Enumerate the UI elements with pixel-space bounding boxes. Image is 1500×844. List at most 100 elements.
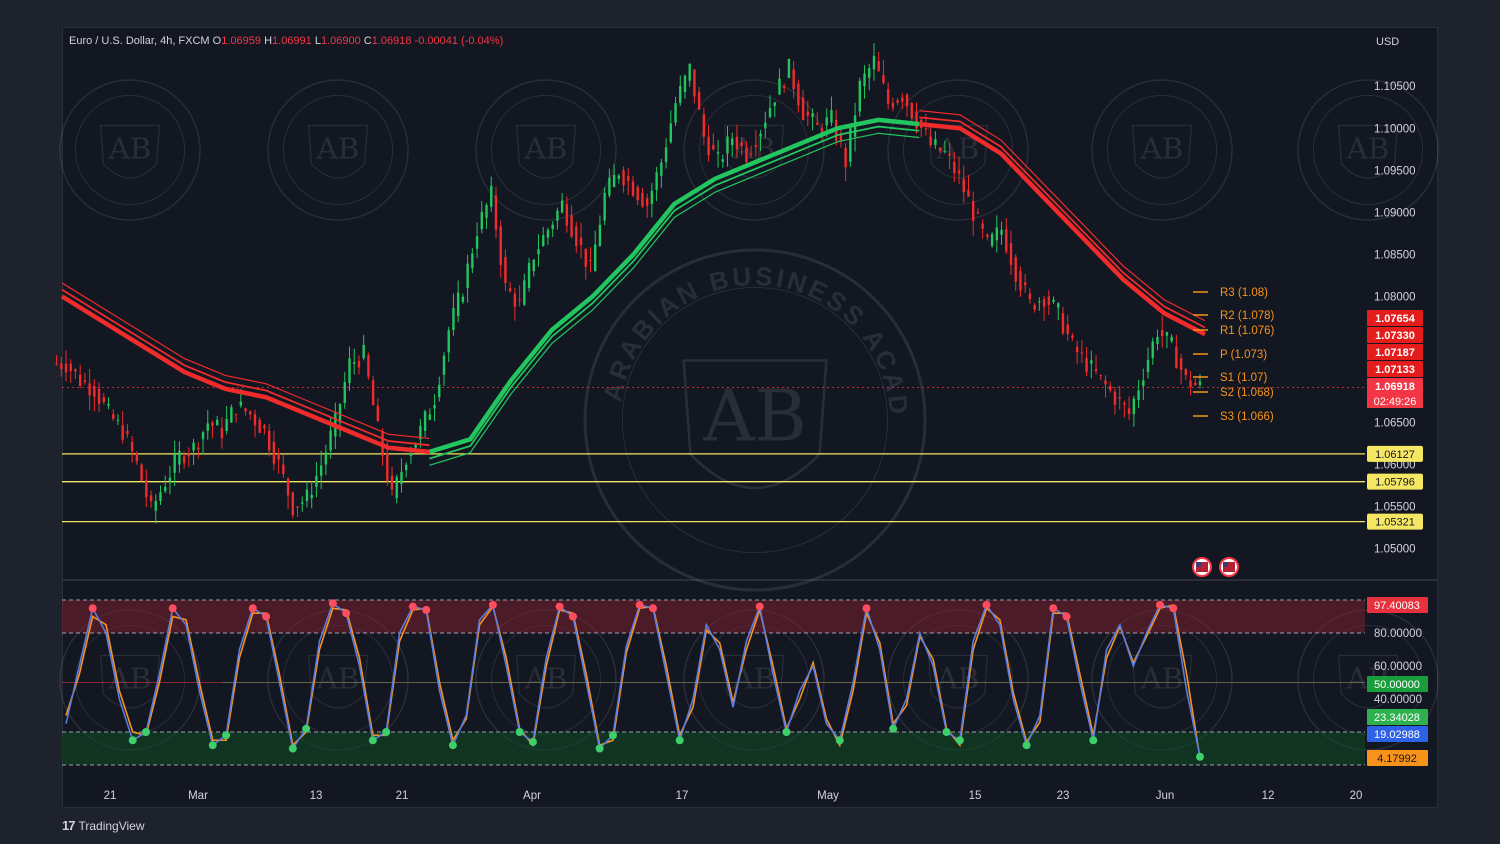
price-tag-0 <box>1367 310 1423 326</box>
candle-body <box>816 122 819 125</box>
candle-body <box>433 405 436 409</box>
candle-body <box>518 299 521 301</box>
candle-body <box>291 492 294 516</box>
support-level-tag-0 <box>1367 445 1423 462</box>
candle-body <box>310 494 313 499</box>
candle-body <box>83 380 87 382</box>
y-tick-label-9: 1.05000 <box>1374 544 1416 556</box>
osc-overbought-dot <box>1169 604 1178 613</box>
candle-body <box>490 185 493 207</box>
candle-body <box>551 224 554 230</box>
candle-body <box>773 102 776 106</box>
pivot-label-4: S1 (1.07) <box>1220 372 1267 384</box>
candle-body <box>641 192 644 207</box>
osc-oversold-dot <box>515 728 524 736</box>
price-tag-3 <box>1367 361 1423 377</box>
candle-body <box>523 280 526 305</box>
osc-value-label-2: 23.34028 <box>1374 712 1420 724</box>
osc-oversold-dot <box>288 744 297 753</box>
tradingview-brand[interactable]: 17 TradingView <box>62 818 145 833</box>
x-tick-label-2: 13 <box>310 790 323 802</box>
candle-body <box>603 192 606 221</box>
watermark-small-11-initials: AB <box>936 661 980 695</box>
candle-body <box>173 454 176 473</box>
watermark-small-0-outer-ring <box>59 79 201 221</box>
candle-body <box>570 215 573 237</box>
candle-body <box>74 369 77 372</box>
pivot-label-6: S3 (1.066) <box>1220 411 1274 423</box>
candle-body <box>1028 293 1032 300</box>
watermark-small-5-inner-ring <box>1106 94 1218 206</box>
candle-body <box>891 103 895 108</box>
candle-body <box>272 442 276 464</box>
candle-body <box>475 236 479 249</box>
candle-body <box>617 175 621 179</box>
candle-body <box>849 127 852 162</box>
candle-body <box>466 263 469 288</box>
candle-body <box>508 287 512 292</box>
watermark-small-0-inner-ring <box>74 94 186 206</box>
candle-body <box>934 139 937 146</box>
candle-body <box>371 380 375 406</box>
candle-body <box>1019 271 1022 291</box>
candle-body <box>1151 341 1154 359</box>
candle-body <box>759 133 762 137</box>
watermark-small-11-shield-icon <box>927 654 989 709</box>
symbol-label[interactable]: Euro / U.S. Dollar, 4h, FXCM <box>69 35 210 47</box>
osc-overbought-dot <box>328 599 337 608</box>
candle-body <box>938 147 942 152</box>
candle-body <box>499 226 502 266</box>
candle-body <box>1094 369 1098 372</box>
candle-body <box>414 442 417 448</box>
open-label: O <box>212 35 222 47</box>
candle-body <box>830 110 833 123</box>
osc-value-label-1: 50.00000 <box>1374 679 1420 691</box>
candle-body <box>631 181 635 196</box>
watermark-small-5-shield-icon <box>1131 124 1193 179</box>
y-tick-label-2: 1.09500 <box>1374 165 1416 177</box>
candle-body <box>863 73 866 87</box>
watermark-small-4-outer-ring <box>887 79 1029 221</box>
candle-body <box>768 108 772 118</box>
candle-body <box>461 296 465 302</box>
candle-body <box>116 419 120 421</box>
candle-body <box>655 172 658 190</box>
candle-body <box>438 384 441 398</box>
osc-oversold-dot <box>1196 752 1204 761</box>
candle-body <box>598 224 602 246</box>
candle-body <box>660 162 663 176</box>
osc-overbought-dot <box>422 605 431 614</box>
candle-body <box>353 362 356 364</box>
change-value: -0.00041 (-0.04%) <box>414 35 504 47</box>
y-tick-label-1: 1.10000 <box>1374 123 1416 135</box>
candle-body <box>1075 346 1079 353</box>
watermark-small-2-shield-icon <box>515 124 577 179</box>
candle-body <box>253 414 257 426</box>
osc-oversold-dot <box>675 736 684 745</box>
candle-body <box>1179 358 1183 370</box>
osc-y-tick-label-0: 80.00000 <box>1374 628 1422 640</box>
osc-value-tag-1 <box>1367 676 1428 692</box>
candle-body <box>820 128 824 134</box>
candle-body <box>976 212 980 214</box>
candle-body <box>702 114 706 137</box>
osc-overbought-dot <box>555 602 564 611</box>
candle-body <box>249 411 252 415</box>
osc-y-tick-label-2: 40.00000 <box>1374 694 1422 706</box>
candle-body <box>130 442 134 452</box>
osc-overbought-dot <box>568 612 577 621</box>
watermark-small-1-shield-icon <box>307 124 369 179</box>
candle-body <box>721 159 724 162</box>
candle-body <box>315 475 318 487</box>
candle-body <box>1184 369 1188 376</box>
candle-body <box>78 374 82 387</box>
high-value: 1.06991 <box>272 35 312 47</box>
candle-body <box>1042 299 1046 307</box>
candle-body <box>1161 330 1164 337</box>
candle-body <box>679 85 682 104</box>
watermark-small-10-shield-icon <box>723 654 785 709</box>
candle-body <box>532 259 535 272</box>
close-value: 1.06918 <box>371 35 412 47</box>
candle-body <box>745 147 748 163</box>
